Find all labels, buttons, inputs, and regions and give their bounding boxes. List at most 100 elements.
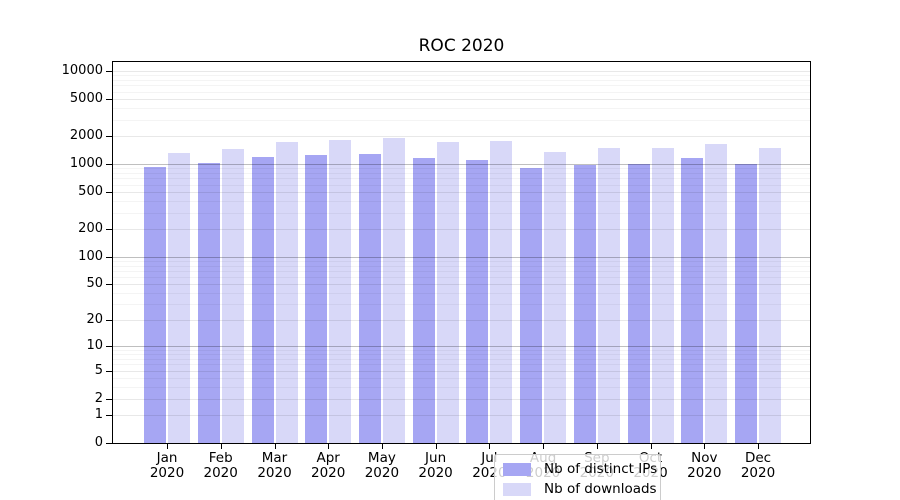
y-tick [106, 256, 113, 258]
gridline [113, 387, 810, 388]
x-tick [220, 444, 222, 449]
bar-downloads-feb [221, 149, 244, 443]
x-tick [328, 444, 330, 449]
y-tick-label: 5000 [69, 91, 103, 106]
x-tick [596, 444, 598, 449]
y-tick [106, 346, 113, 348]
gridline [113, 350, 810, 351]
gridline [113, 212, 810, 214]
x-tick-year: 2020 [203, 465, 238, 481]
y-tick [106, 164, 113, 165]
y-tick-label: 5 [94, 362, 103, 378]
bar-distinct-ips-mar [251, 156, 274, 443]
y-tick [106, 71, 113, 72]
x-tick [704, 444, 706, 449]
gridline [113, 320, 810, 321]
bar-downloads-oct [651, 147, 674, 443]
y-tick [106, 284, 113, 286]
x-tick-label: Nov 2020 [676, 451, 732, 481]
y-tick-label: 2 [94, 390, 103, 406]
x-tick-label: Jun 2020 [408, 451, 464, 481]
x-tick [274, 444, 276, 449]
gridline [113, 75, 810, 77]
legend-swatch [503, 462, 531, 476]
gridline [113, 256, 810, 258]
y-tick-label: 500 [78, 183, 103, 199]
gridline [113, 270, 810, 272]
chart-title: ROC 2020 [418, 36, 505, 56]
y-tick [106, 370, 113, 372]
gridline [113, 304, 810, 306]
x-tick-label: Dec 2020 [730, 451, 786, 481]
gridline [113, 91, 810, 93]
y-tick-label: 1 [94, 407, 103, 422]
legend-swatch [503, 482, 531, 496]
y-tick-label: 0 [94, 435, 103, 450]
x-tick-year: 2020 [311, 465, 346, 481]
bar-distinct-ips-jan [144, 166, 166, 443]
bar-distinct-ips-oct [627, 164, 650, 443]
bar-downloads-nov [705, 144, 728, 443]
bar-downloads-sep [597, 148, 620, 443]
x-tick-year: 2020 [364, 465, 400, 481]
bar-distinct-ips-apr [305, 155, 328, 443]
bar-distinct-ips-feb [197, 162, 220, 443]
gridline [113, 85, 810, 87]
bar-distinct-ips-jul [466, 160, 489, 443]
x-tick [167, 444, 168, 449]
x-tick [381, 444, 383, 449]
gridline [113, 378, 810, 379]
y-tick-label: 2000 [69, 128, 103, 143]
y-tick-label: 200 [78, 220, 103, 236]
bar-distinct-ips-nov [681, 158, 704, 443]
legend-item: Nb of distinct IPs [503, 461, 657, 477]
x-tick-month: Apr [316, 450, 340, 466]
gridline [113, 136, 810, 137]
y-tick [106, 443, 113, 444]
bar-distinct-ips-jun [412, 157, 435, 443]
x-tick-year: 2020 [257, 465, 292, 481]
x-tick-month: Jan [156, 450, 178, 466]
x-tick-label: Mar 2020 [247, 451, 303, 481]
gridline [113, 173, 810, 174]
x-tick-month: Feb [208, 450, 233, 466]
y-tick-label: 10 [86, 338, 103, 354]
x-tick-month: Nov [691, 450, 718, 466]
y-tick-label: 10000 [61, 63, 103, 78]
y-tick [106, 99, 113, 100]
bar-downloads-jan [168, 152, 190, 443]
gridline [113, 184, 810, 186]
gridline [113, 354, 810, 356]
y-tick [106, 228, 113, 230]
gridline [113, 415, 810, 416]
y-tick [106, 398, 113, 400]
gridline [113, 284, 810, 286]
y-tick [106, 320, 113, 321]
legend: Nb of distinct IPs Nb of downloads [494, 454, 661, 500]
y-tick-label: 100 [78, 248, 103, 264]
x-tick-month: May [367, 450, 396, 466]
legend-item: Nb of downloads [503, 481, 657, 497]
x-tick [543, 444, 545, 449]
x-tick-month: Jul [481, 450, 498, 466]
gridline [113, 108, 810, 109]
x-tick [650, 444, 652, 449]
gridline [113, 191, 810, 193]
x-tick-year: 2020 [687, 465, 722, 481]
bar-distinct-ips-dec [735, 164, 757, 443]
bar-downloads-jun [436, 142, 459, 443]
bar-distinct-ips-may [358, 154, 381, 443]
x-tick-year: 2020 [418, 465, 453, 481]
gridline [113, 277, 810, 278]
y-tick-label: 50 [86, 276, 103, 292]
gridline [113, 228, 810, 230]
bar-downloads-jul [490, 140, 513, 443]
gridline [113, 370, 810, 372]
gridline [113, 178, 810, 180]
y-tick [106, 191, 113, 193]
gridline [113, 364, 810, 366]
gridline [113, 80, 810, 81]
x-tick-year: 2020 [149, 465, 185, 481]
x-tick-month: Dec [744, 450, 772, 466]
